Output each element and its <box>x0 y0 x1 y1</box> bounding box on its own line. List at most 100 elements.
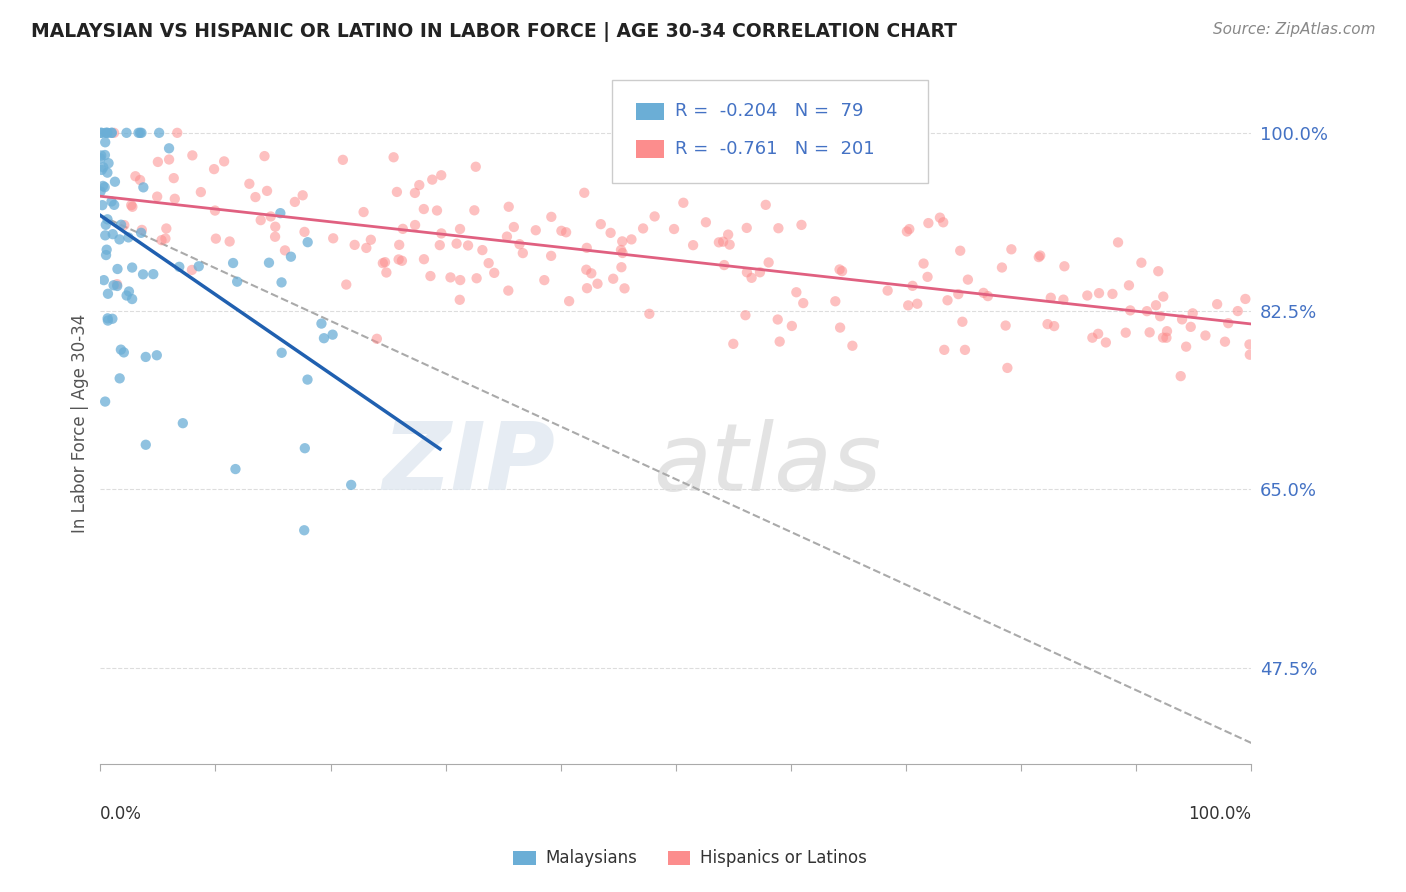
Point <box>218 235 240 249</box>
Point <box>253 149 276 163</box>
Point <box>768 221 790 235</box>
Point <box>408 178 430 192</box>
Point <box>936 293 959 308</box>
Point <box>91 161 114 175</box>
Point <box>841 339 863 353</box>
Point <box>93 180 115 194</box>
Point <box>112 218 135 232</box>
Point <box>1052 293 1074 307</box>
Point <box>385 185 408 199</box>
Point <box>991 260 1014 275</box>
Point <box>1039 291 1062 305</box>
Point <box>270 345 292 359</box>
Point <box>576 281 599 295</box>
Point <box>155 221 177 235</box>
Point <box>212 154 235 169</box>
Point <box>101 126 124 140</box>
Point <box>749 265 772 279</box>
Point <box>105 277 128 292</box>
Point <box>1000 242 1022 256</box>
Point <box>471 243 494 257</box>
Point <box>332 153 354 167</box>
Point <box>169 260 191 274</box>
Point <box>1087 326 1109 341</box>
Point <box>105 279 128 293</box>
Point <box>735 221 758 235</box>
Point <box>256 184 278 198</box>
Point <box>758 255 780 269</box>
Point <box>226 275 249 289</box>
Point <box>291 188 314 202</box>
Point <box>755 198 778 212</box>
Point <box>995 360 1018 375</box>
Point <box>101 311 124 326</box>
Point <box>312 331 335 345</box>
Point <box>831 264 853 278</box>
Point <box>280 250 302 264</box>
Point <box>948 287 970 301</box>
Point <box>294 225 316 239</box>
Text: 0.0%: 0.0% <box>100 805 142 823</box>
Text: Malaysians: Malaysians <box>546 849 637 867</box>
Point <box>766 312 789 326</box>
Point <box>581 266 603 280</box>
Point <box>897 298 920 312</box>
Point <box>1028 250 1050 264</box>
Point <box>94 394 117 409</box>
Point <box>533 273 555 287</box>
Point <box>163 171 186 186</box>
Point <box>146 155 169 169</box>
Point <box>555 225 578 239</box>
Point <box>110 343 132 357</box>
Point <box>356 241 378 255</box>
Point <box>1095 335 1118 350</box>
Point <box>446 236 468 251</box>
Point <box>89 152 111 166</box>
Point <box>1144 298 1167 312</box>
Point <box>103 278 125 293</box>
Point <box>932 215 955 229</box>
Point <box>950 315 973 329</box>
Point <box>1234 292 1257 306</box>
Point <box>610 260 633 275</box>
Point <box>463 203 485 218</box>
Point <box>1156 331 1178 345</box>
Point <box>769 334 792 349</box>
Point <box>717 227 740 242</box>
Point <box>439 270 461 285</box>
Point <box>104 175 127 189</box>
Point <box>1194 328 1216 343</box>
Point <box>270 276 292 290</box>
Point <box>94 228 117 243</box>
Point <box>91 178 114 193</box>
Point <box>613 281 636 295</box>
Point <box>150 233 173 247</box>
Point <box>589 217 612 231</box>
Point <box>100 126 122 140</box>
Point <box>112 345 135 359</box>
Point <box>97 156 120 170</box>
Point <box>129 226 152 240</box>
Point <box>96 166 118 180</box>
Point <box>1181 306 1204 320</box>
Point <box>103 126 125 140</box>
Point <box>1119 303 1142 318</box>
Point <box>682 238 704 252</box>
Point <box>785 285 807 300</box>
Point <box>96 212 118 227</box>
Point <box>790 218 813 232</box>
Point <box>509 237 531 252</box>
Point <box>117 230 139 244</box>
Point <box>335 277 357 292</box>
Point <box>602 271 624 285</box>
Point <box>187 260 209 274</box>
Point <box>375 266 398 280</box>
Point <box>264 229 287 244</box>
Point <box>91 198 114 212</box>
Point <box>429 238 451 252</box>
Point <box>540 249 562 263</box>
Point <box>828 262 851 277</box>
Point <box>1118 278 1140 293</box>
Point <box>96 243 118 257</box>
Text: R =  -0.761   N =  201: R = -0.761 N = 201 <box>675 140 875 158</box>
